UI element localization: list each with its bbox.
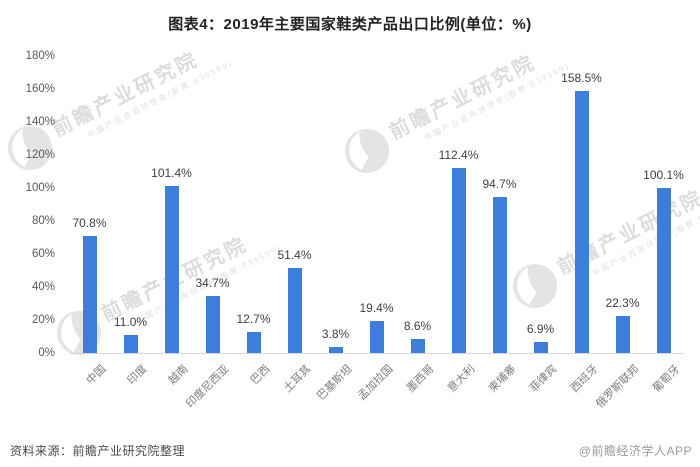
x-category-label: 菲律宾 xyxy=(527,363,559,395)
x-category-label: 葡萄牙 xyxy=(650,363,682,395)
app-attribution: @前瞻经济学人APP xyxy=(578,444,692,458)
bar xyxy=(164,186,179,353)
bar-value-label: 34.7% xyxy=(195,276,230,290)
bar xyxy=(533,342,548,353)
x-category-label: 孟加拉国 xyxy=(355,363,395,403)
bar-value-label: 3.8% xyxy=(321,327,350,341)
source-note: 资料来源：前瞻产业研究院整理 xyxy=(10,444,186,458)
bar-value-label: 8.6% xyxy=(403,319,432,333)
plot-area: 70.8% 11.0% 101.4% 34.7% 12.7% 51.4% 3.8% 19.4%… xyxy=(69,56,684,354)
x-category-label: 墨西哥 xyxy=(404,363,436,395)
x-category-label: 俄罗斯联邦 xyxy=(593,363,641,411)
x-category-label: 柬埔寨 xyxy=(486,363,518,395)
x-category-label: 西班牙 xyxy=(568,363,600,395)
x-category-label: 巴西 xyxy=(247,363,272,388)
bar xyxy=(656,188,671,353)
y-tick-label: 100% xyxy=(25,182,55,194)
bar-value-label: 51.4% xyxy=(277,248,312,262)
bar-value-label: 112.4% xyxy=(438,148,479,162)
bar xyxy=(410,339,425,353)
x-category-label: 土耳其 xyxy=(281,363,313,395)
bar-value-label: 19.4% xyxy=(359,301,394,315)
bar-value-label: 101.4% xyxy=(151,166,192,180)
y-tick-label: 80% xyxy=(31,215,55,227)
y-tick-label: 40% xyxy=(31,281,55,293)
y-tick-label: 20% xyxy=(31,314,55,326)
bar xyxy=(369,321,384,353)
bar-value-label: 158.5% xyxy=(561,71,602,85)
bar xyxy=(123,335,138,353)
x-category-label: 意大利 xyxy=(445,363,477,395)
x-category-label: 越南 xyxy=(165,363,190,388)
y-tick-label: 0% xyxy=(38,347,55,359)
y-tick-label: 120% xyxy=(25,149,55,161)
bar xyxy=(287,268,302,353)
chart-title: 图表4：2019年主要国家鞋类产品出口比例(单位：%) xyxy=(168,16,532,33)
x-category-label: 印度尼西亚 xyxy=(183,363,231,411)
y-tick-label: 180% xyxy=(25,50,55,62)
bar xyxy=(246,332,261,353)
bar-value-label: 94.7% xyxy=(482,177,517,191)
y-tick-label: 60% xyxy=(31,248,55,260)
bar xyxy=(328,347,343,353)
bar-value-label: 12.7% xyxy=(236,312,271,326)
bar-value-label: 100.1% xyxy=(643,168,684,182)
y-tick-label: 140% xyxy=(25,116,55,128)
y-tick-label: 160% xyxy=(25,83,55,95)
x-category-label: 印度 xyxy=(124,363,149,388)
bar xyxy=(492,197,507,353)
bar-value-label: 22.3% xyxy=(605,296,640,310)
x-category-label: 中国 xyxy=(83,363,108,388)
bar xyxy=(205,296,220,353)
bar-value-label: 11.0% xyxy=(113,315,148,329)
bar xyxy=(451,168,466,353)
bar xyxy=(615,316,630,353)
bar-value-label: 70.8% xyxy=(72,216,107,230)
x-category-label: 巴基斯坦 xyxy=(314,363,354,403)
bar-value-label: 6.9% xyxy=(526,322,555,336)
bar xyxy=(82,236,97,353)
bar xyxy=(574,91,589,353)
